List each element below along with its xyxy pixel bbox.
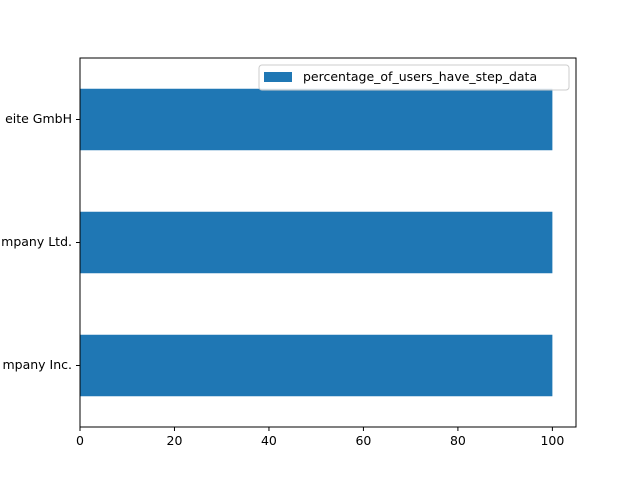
x-tick-label-1: 20 [167, 433, 183, 448]
legend-swatch [264, 72, 292, 82]
legend-box [258, 64, 570, 91]
bar-2 [80, 88, 553, 151]
bar-1 [80, 211, 553, 274]
legend-label: percentage_of_users_have_step_data [303, 69, 537, 84]
plot-frame [79, 57, 577, 428]
y-tick-label-1: mpany Ltd. [1, 234, 72, 249]
y-axis-ticks: mpany Inc. mpany Ltd. eite GmbH [1, 111, 80, 372]
x-tick-label-3: 60 [355, 433, 371, 448]
bars-group [80, 88, 553, 397]
y-tick-label-0: mpany Inc. [2, 357, 72, 372]
x-tick-label-0: 0 [76, 433, 84, 448]
y-tick-label-2: eite GmbH [5, 111, 72, 126]
x-tick-label-4: 80 [450, 433, 466, 448]
x-axis-ticks: 0 20 40 60 80 100 [76, 427, 564, 448]
legend: percentage_of_users_have_step_data [258, 64, 570, 91]
x-tick-label-5: 100 [540, 433, 564, 448]
x-tick-label-2: 40 [261, 433, 277, 448]
bar-0 [80, 334, 553, 397]
